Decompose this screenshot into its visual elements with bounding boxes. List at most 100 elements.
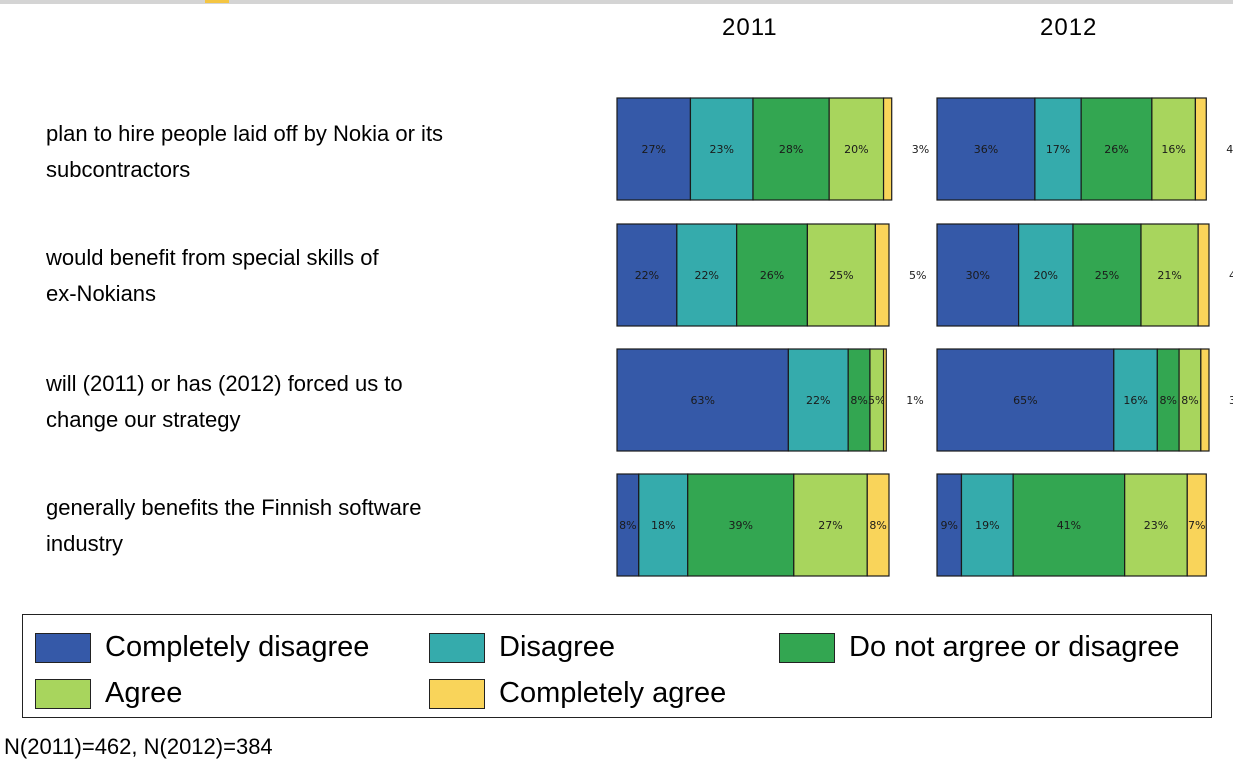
bar-2011-row3-completely-disagree xyxy=(616,348,789,452)
legend-label-neutral: Do not argree or disagree xyxy=(849,631,1180,663)
bar-2011-row4-disagree xyxy=(638,473,689,577)
window-tab-indicator xyxy=(205,0,229,3)
bar-label-2011-row2-disagree: 22% xyxy=(695,269,719,282)
bar-label-2012-row1-disagree: 17% xyxy=(1046,143,1070,156)
row-label-1: plan to hire people laid off by Nokia or… xyxy=(46,116,566,188)
bar-2011-row1-agree xyxy=(828,97,885,201)
bar-label-2012-row3-completely-disagree: 65% xyxy=(1013,394,1037,407)
bar-label-2012-row2-agree: 21% xyxy=(1157,269,1181,282)
bar-2011-row4-neutral xyxy=(687,473,795,577)
bar-2011-row2-completely-agree xyxy=(874,223,890,327)
bar-label-2011-row3-agree: 5% xyxy=(868,394,885,407)
sample-size-note: N(2011)=462, N(2012)=384 xyxy=(4,734,273,759)
bar-2012-row3-completely-disagree xyxy=(936,348,1115,452)
bar-2012-row1-completely-disagree xyxy=(936,97,1036,201)
bar-label-2012-row1-agree: 16% xyxy=(1161,143,1185,156)
bar-label-2012-row4-agree: 23% xyxy=(1144,519,1168,532)
legend-swatch-disagree xyxy=(429,632,485,663)
legend: Completely disagree Disagree Do not argr… xyxy=(22,614,1212,718)
legend-item-neutral: Do not argree or disagree xyxy=(779,631,1179,664)
legend-swatch-neutral xyxy=(779,632,835,663)
bar-label-2011-row3-completely-agree: 1% xyxy=(906,394,923,407)
bar-label-2011-row3-neutral: 8% xyxy=(850,394,867,407)
bar-label-2011-row1-completely-agree: 3% xyxy=(912,143,929,156)
bar-2011-row2-agree xyxy=(806,223,877,327)
bar-label-2011-row1-agree: 20% xyxy=(844,143,868,156)
bar-label-2011-row2-agree: 25% xyxy=(829,269,853,282)
bar-2012-row1-disagree xyxy=(1034,97,1082,201)
bar-2012-row4-disagree xyxy=(960,473,1014,577)
legend-label-disagree: Disagree xyxy=(499,631,616,663)
bar-2011-row1-neutral xyxy=(752,97,830,201)
bar-label-2011-row2-neutral: 26% xyxy=(760,269,784,282)
bar-label-2012-row4-neutral: 41% xyxy=(1057,519,1081,532)
legend-swatch-agree xyxy=(35,678,91,709)
window-top-bar xyxy=(0,0,1233,4)
row-label-2-line-1: would benefit from special skills of xyxy=(46,245,379,270)
bar-2012-row2-completely-disagree xyxy=(936,223,1020,327)
bar-2012-row4-completely-disagree xyxy=(936,473,963,577)
bar-label-2012-row3-agree: 8% xyxy=(1181,394,1198,407)
bar-label-2012-row2-neutral: 25% xyxy=(1095,269,1119,282)
legend-item-completely-disagree: Completely disagree xyxy=(35,631,369,664)
bar-label-2011-row4-disagree: 18% xyxy=(651,519,675,532)
bar-label-2012-row2-completely-agree: 4% xyxy=(1229,269,1233,282)
bar-label-2012-row1-neutral: 26% xyxy=(1104,143,1128,156)
bar-label-2011-row1-disagree: 23% xyxy=(709,143,733,156)
bar-2011-row1-completely-disagree xyxy=(616,97,692,201)
row-label-4-line-1: generally benefits the Finnish software xyxy=(46,495,422,520)
row-label-2: would benefit from special skills of ex-… xyxy=(46,240,566,312)
bar-2011-row1-disagree xyxy=(689,97,754,201)
row-label-4: generally benefits the Finnish software … xyxy=(46,490,566,562)
bar-label-2011-row2-completely-disagree: 22% xyxy=(635,269,659,282)
bar-2011-row2-disagree xyxy=(676,223,738,327)
bar-2012-row2-disagree xyxy=(1017,223,1074,327)
row-label-3-line-1: will (2011) or has (2012) forced us to xyxy=(46,371,403,396)
bar-label-2011-row1-completely-disagree: 27% xyxy=(641,143,665,156)
bar-2011-row4-agree xyxy=(793,473,868,577)
stacked-bar-chart: 27% 23% 28% 20% 3%22% 22% 26% 25% 5%63% 22% 8% 5% 1%… xyxy=(616,97,1233,577)
bar-2012-row4-agree xyxy=(1124,473,1188,577)
bar-label-2012-row2-completely-disagree: 30% xyxy=(966,269,990,282)
row-label-2-line-2: ex-Nokians xyxy=(46,281,157,306)
bar-label-2012-row2-disagree: 20% xyxy=(1034,269,1058,282)
bar-2012-row2-completely-agree xyxy=(1197,223,1210,327)
bar-2011-row1-completely-agree xyxy=(882,97,893,201)
row-label-3-line-2: change our strategy xyxy=(46,407,241,432)
legend-item-disagree: Disagree xyxy=(429,631,615,664)
bar-2011-row4-completely-agree xyxy=(866,473,890,577)
bar-label-2011-row2-completely-agree: 5% xyxy=(909,269,926,282)
bar-2011-row3-completely-agree xyxy=(882,348,887,452)
legend-label-completely-agree: Completely agree xyxy=(499,677,727,709)
bar-label-2011-row1-neutral: 28% xyxy=(779,143,803,156)
row-label-1-line-1: plan to hire people laid off by Nokia or… xyxy=(46,121,444,146)
bar-2012-row4-neutral xyxy=(1012,473,1126,577)
legend-label-agree: Agree xyxy=(105,677,183,709)
bar-label-2012-row4-completely-disagree: 9% xyxy=(941,519,958,532)
bar-label-2011-row4-agree: 27% xyxy=(818,519,842,532)
bar-2011-row2-completely-disagree xyxy=(616,223,678,327)
bar-label-2011-row4-neutral: 39% xyxy=(729,519,753,532)
bar-label-2012-row4-disagree: 19% xyxy=(975,519,999,532)
bar-label-2012-row3-completely-agree: 3% xyxy=(1229,394,1233,407)
bar-2012-row1-agree xyxy=(1151,97,1197,201)
legend-swatch-completely-disagree xyxy=(35,632,91,663)
panel-title-2011: 2011 xyxy=(722,14,778,41)
bar-label-2012-row3-neutral: 8% xyxy=(1159,394,1176,407)
bar-2012-row3-completely-agree xyxy=(1200,348,1210,452)
legend-item-completely-agree: Completely agree xyxy=(429,677,726,710)
bar-2012-row3-disagree xyxy=(1113,348,1158,452)
bar-2011-row3-disagree xyxy=(787,348,849,452)
bar-2012-row1-completely-agree xyxy=(1194,97,1207,201)
legend-item-agree: Agree xyxy=(35,677,182,710)
bar-2012-row4-completely-agree xyxy=(1186,473,1207,577)
bar-2012-row1-neutral xyxy=(1080,97,1153,201)
panel-title-2012: 2012 xyxy=(1040,14,1098,41)
bar-label-2011-row4-completely-agree: 8% xyxy=(869,519,886,532)
bar-2012-row2-neutral xyxy=(1072,223,1142,327)
legend-swatch-completely-agree xyxy=(429,678,485,709)
bar-label-2012-row1-completely-agree: 4% xyxy=(1226,143,1233,156)
bar-label-2011-row3-completely-disagree: 63% xyxy=(690,394,714,407)
row-label-1-line-2: subcontractors xyxy=(46,157,191,182)
bar-label-2012-row1-completely-disagree: 36% xyxy=(974,143,998,156)
